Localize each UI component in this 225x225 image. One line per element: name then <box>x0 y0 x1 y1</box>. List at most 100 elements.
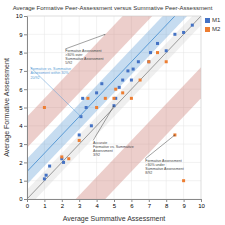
tick-label: 4 <box>95 203 99 209</box>
tick-mark <box>166 199 167 202</box>
legend-label: M2 <box>212 26 221 32</box>
annotation-line: 5/92 <box>65 61 72 65</box>
point <box>137 60 140 63</box>
tick-mark <box>24 34 27 35</box>
tick-mark <box>97 199 98 202</box>
point <box>132 68 135 71</box>
tick-mark <box>24 144 27 145</box>
annotation: Formative Assessment>30% overSummative A… <box>65 49 103 65</box>
tick-label: 10 <box>198 203 205 209</box>
tick-mark <box>24 71 27 72</box>
annotation-line: 20/92 <box>30 76 39 80</box>
tick-label: 5 <box>19 105 23 111</box>
tick: 8 <box>165 199 169 209</box>
x-axis-label: Average Summative Assessment <box>63 215 166 223</box>
point <box>95 91 98 94</box>
point <box>114 88 117 91</box>
frame-line <box>27 16 201 17</box>
point <box>147 60 150 63</box>
point <box>85 106 88 109</box>
tick-label: 2 <box>19 160 23 166</box>
axis: 0 1 2 3 4 5 6 7 8 9 10 <box>16 13 28 202</box>
point <box>104 97 107 100</box>
tick-mark <box>201 199 202 202</box>
point <box>156 42 159 45</box>
point <box>43 106 46 109</box>
tick-mark <box>184 199 185 202</box>
tick: 6 <box>19 87 27 93</box>
tick-mark <box>62 199 63 202</box>
annotation: Formative Assessment>30% underSummative … <box>145 159 183 175</box>
annotation-line: 8/92 <box>145 171 152 175</box>
tick-mark <box>24 199 27 200</box>
marks <box>27 16 201 199</box>
axis-line <box>24 17 28 200</box>
point <box>78 139 81 142</box>
tick: 1 <box>19 178 27 184</box>
point <box>60 155 63 158</box>
tick: 5 <box>113 199 117 209</box>
tick: 7 <box>19 68 27 74</box>
tick-label: 2 <box>61 203 65 209</box>
tick-label: 1 <box>43 203 47 209</box>
legend-swatch <box>205 27 210 32</box>
tick-label: 6 <box>130 203 134 209</box>
tick-mark <box>131 199 132 202</box>
annotation-arrow <box>30 67 80 116</box>
plot-area: 0 1 2 3 4 5 6 7 8 9 10 0 1 2 3 4 5 6 7 8 9 10 Formative Assess… <box>16 0 206 225</box>
axis: 0 1 2 3 4 5 6 7 8 9 10 <box>26 199 206 209</box>
series <box>43 24 194 181</box>
tick-mark <box>44 199 45 202</box>
point <box>156 51 159 54</box>
tick: 10 <box>16 13 27 19</box>
tick: 2 <box>19 160 27 166</box>
tick-label: 0 <box>26 203 30 209</box>
point <box>130 97 133 100</box>
legend-swatch <box>205 18 210 23</box>
tick-label: 4 <box>19 123 23 129</box>
tick: 0 <box>19 196 27 202</box>
legend: M1 M2 <box>205 17 221 32</box>
legend-item: M1 <box>205 17 221 23</box>
tick: 8 <box>19 50 27 56</box>
annotation: Formative vs. SummativeAssessment within… <box>30 67 71 79</box>
annotation: AccurateFormative vs. SummativeAssessmen… <box>93 141 134 157</box>
tick-label: 0 <box>19 196 23 202</box>
point <box>147 60 150 63</box>
tick: 0 <box>26 199 30 209</box>
tick-mark <box>24 181 27 182</box>
reference-line <box>27 16 201 172</box>
point <box>126 69 129 72</box>
tick: 9 <box>182 199 186 209</box>
tick-mark <box>24 162 27 163</box>
tick: 4 <box>19 123 27 129</box>
tick-label: 3 <box>19 142 23 148</box>
annotation-line: 3/92 <box>93 153 100 157</box>
point <box>121 79 124 82</box>
point <box>67 157 70 160</box>
legend-item: M2 <box>205 26 221 32</box>
annotation-arrow <box>65 34 105 49</box>
title: Average Formative Peer-Assessment versus… <box>13 5 213 11</box>
annotations: Formative Assessment>30% overSummative A… <box>30 34 183 175</box>
tick: 3 <box>78 199 82 209</box>
tick-label: 8 <box>19 50 23 56</box>
tick-label: 7 <box>148 203 152 209</box>
frame-line <box>201 16 202 199</box>
point <box>48 165 51 168</box>
point <box>165 60 168 63</box>
tick-label: 7 <box>19 68 23 74</box>
legend-label: M1 <box>212 17 221 23</box>
tick: 7 <box>148 199 152 209</box>
point <box>43 177 46 180</box>
tick: 1 <box>43 199 47 209</box>
reference-line <box>27 16 201 199</box>
point <box>173 33 176 36</box>
point <box>139 79 142 82</box>
tick: 2 <box>61 199 65 209</box>
tick: 6 <box>130 199 134 209</box>
tick-label: 9 <box>19 32 23 38</box>
point <box>165 49 168 52</box>
tick-label: 5 <box>113 203 117 209</box>
tick-mark <box>24 108 27 109</box>
